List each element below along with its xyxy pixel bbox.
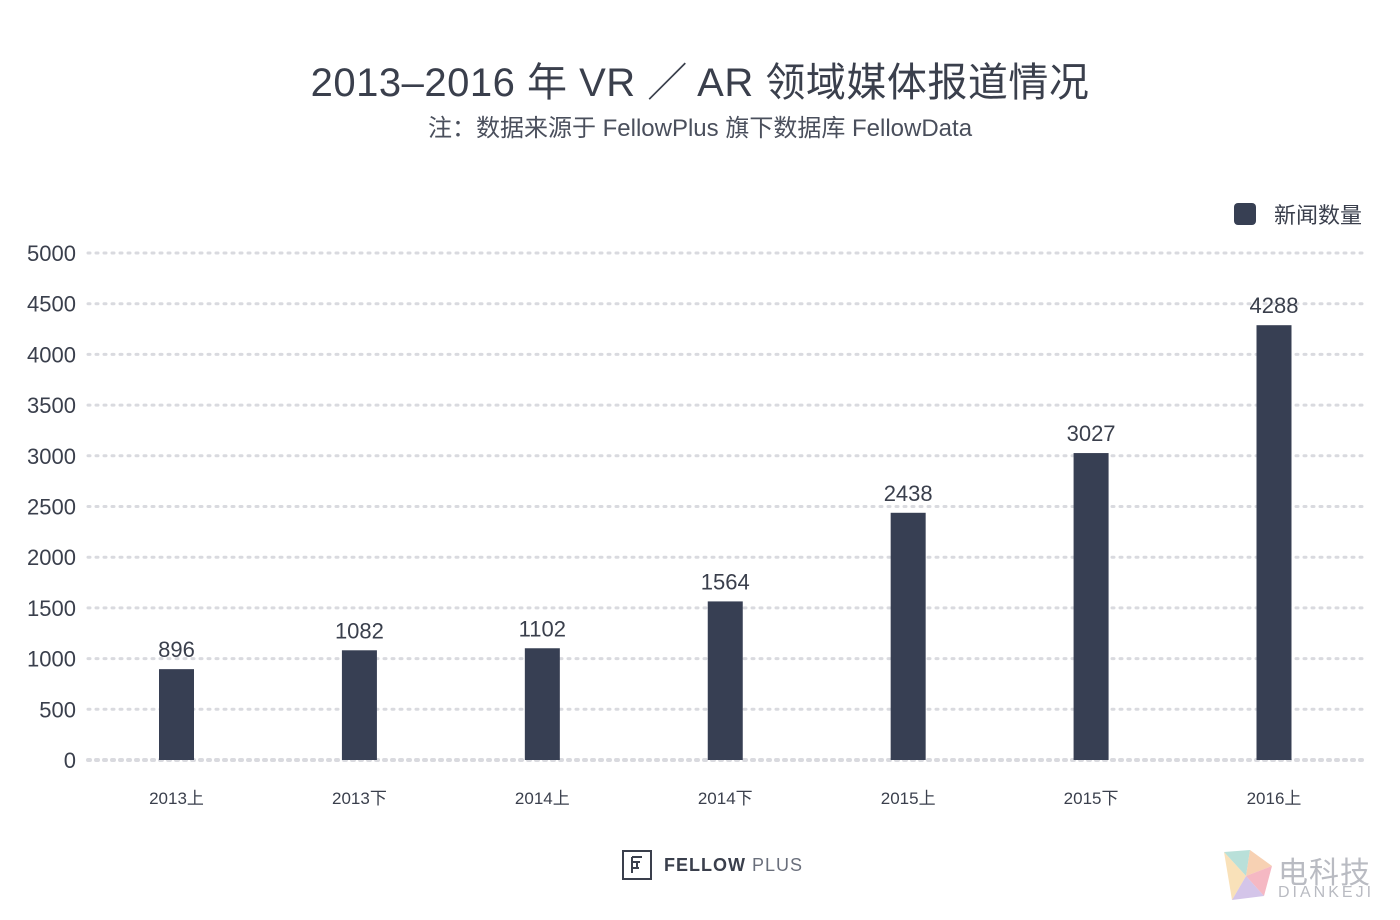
fellowplus-logo: FELLOW PLUS bbox=[622, 850, 803, 880]
data-label: 3027 bbox=[1067, 421, 1116, 446]
bar bbox=[1256, 325, 1292, 760]
diankeji-watermark: 电科技 DIANKEJI bbox=[1220, 848, 1390, 908]
watermark-en: DIANKEJI bbox=[1278, 884, 1375, 901]
data-label: 4288 bbox=[1250, 293, 1299, 318]
legend-label: 新闻数量 bbox=[1273, 203, 1362, 228]
diankeji-logo-icon bbox=[1224, 850, 1272, 900]
watermark-cn: 电科技 bbox=[1278, 857, 1371, 890]
x-tick-label: 2016上 bbox=[1247, 789, 1302, 808]
x-tick-label: 2014下 bbox=[698, 789, 753, 808]
y-tick-label: 0 bbox=[64, 748, 76, 773]
x-tick-label: 2013下 bbox=[332, 789, 387, 808]
bar bbox=[1073, 453, 1109, 760]
legend-swatch bbox=[1233, 203, 1256, 225]
data-label: 896 bbox=[158, 637, 195, 662]
bar bbox=[341, 650, 377, 760]
y-tick-label: 4500 bbox=[27, 292, 76, 317]
data-label: 2438 bbox=[884, 481, 933, 506]
bar bbox=[890, 512, 926, 760]
data-label: 1564 bbox=[701, 569, 750, 594]
logo-word-plus: PLUS bbox=[751, 854, 804, 875]
data-label: 1102 bbox=[519, 616, 566, 641]
y-tick-label: 5000 bbox=[27, 241, 76, 266]
data-label: 1082 bbox=[335, 618, 384, 643]
y-tick-label: 1000 bbox=[27, 647, 76, 672]
y-tick-label: 3000 bbox=[27, 444, 76, 469]
y-tick-label: 500 bbox=[39, 697, 76, 722]
y-tick-label: 3500 bbox=[27, 393, 76, 418]
logo-word-fellow: FELLOW bbox=[664, 854, 746, 875]
fellowplus-logo-icon bbox=[622, 850, 652, 880]
y-tick-label: 2500 bbox=[27, 495, 76, 520]
x-tick-label: 2013上 bbox=[149, 789, 204, 808]
bar bbox=[707, 601, 743, 760]
bar bbox=[524, 648, 560, 760]
x-tick-label: 2015下 bbox=[1064, 789, 1119, 808]
chart-subtitle: 注：数据来源于 FellowPlus 旗下数据库 FellowData bbox=[427, 115, 973, 142]
x-tick-label: 2014上 bbox=[515, 789, 570, 808]
x-tick-label: 2015上 bbox=[881, 789, 936, 808]
y-tick-label: 2000 bbox=[27, 545, 76, 570]
bar bbox=[159, 669, 194, 760]
y-tick-label: 4000 bbox=[27, 342, 76, 367]
y-tick-label: 1500 bbox=[27, 596, 76, 621]
legend: 新闻数量 bbox=[1233, 198, 1362, 230]
chart-title: 2013–2016 年 VR ／ AR 领域媒体报道情况 bbox=[310, 61, 1090, 105]
